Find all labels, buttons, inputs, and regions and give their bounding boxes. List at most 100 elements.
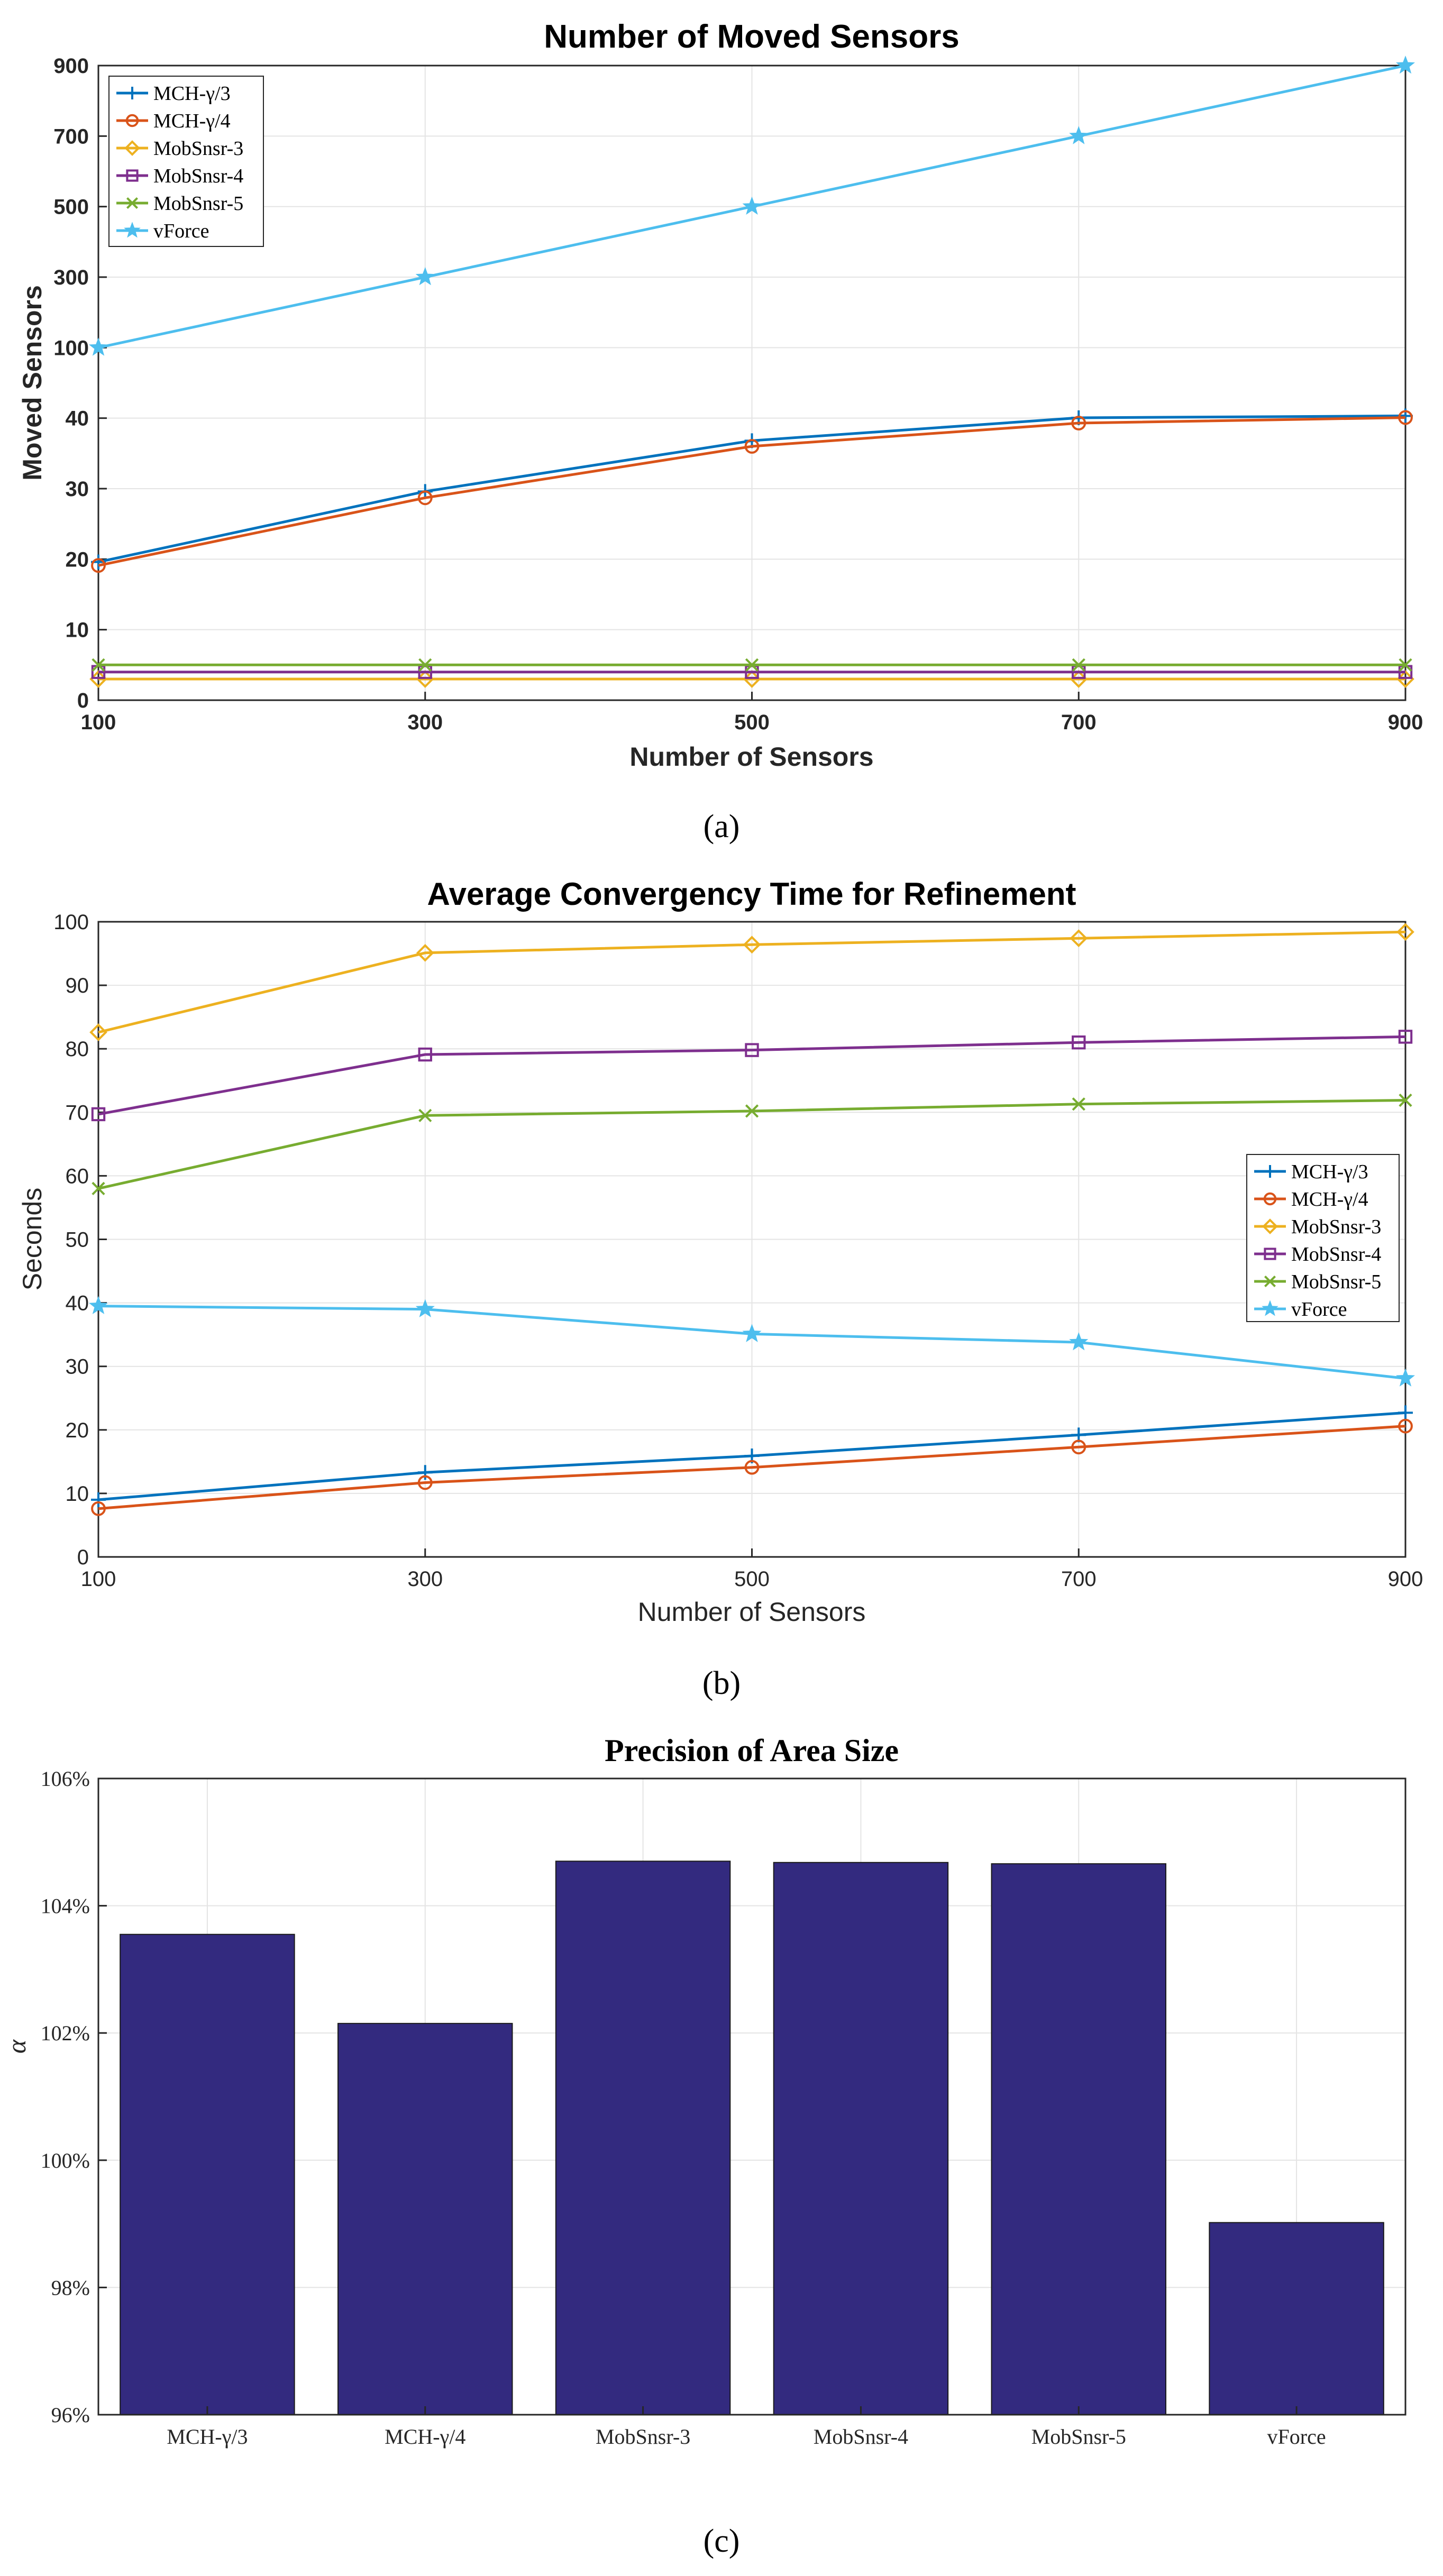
- chart-a-ytick-label: 900: [53, 54, 89, 78]
- data-point: [1396, 923, 1414, 941]
- legend-marker: [126, 197, 139, 209]
- chart-b-xlabel: Number of Sensors: [638, 1597, 866, 1627]
- chart-b-ytick-label: 80: [66, 1038, 89, 1061]
- series-4: [92, 1093, 1412, 1196]
- series-line: [98, 1035, 1406, 1116]
- chart-c-ytick-label: 106%: [41, 1767, 90, 1791]
- chart-c-bars: [120, 1860, 1384, 2416]
- data-point: [1398, 1405, 1413, 1420]
- data-point: [88, 1296, 108, 1314]
- chart-a-xtick-label: 900: [1388, 711, 1423, 734]
- chart-a-xtick-label: 300: [407, 711, 443, 734]
- data-point: [1069, 1332, 1089, 1351]
- data-point: [91, 558, 106, 573]
- chart-b-ytick-label: 90: [66, 974, 89, 997]
- chart-a-ylabel: Moved Sensors: [17, 285, 47, 481]
- data-point: [1399, 1093, 1412, 1107]
- chart-c-title: Precision of Area Size: [605, 1733, 899, 1768]
- chart-a-ytick-label: 0: [77, 689, 89, 712]
- chart-b-xtick-label: 100: [81, 1567, 116, 1591]
- legend-item: vForce: [1254, 1298, 1347, 1321]
- legend-box: [108, 76, 264, 247]
- bar: [337, 2023, 513, 2415]
- bar: [991, 1863, 1166, 2415]
- legend-label: MobSnsr-5: [1291, 1271, 1381, 1293]
- chart-c-ytick-label: 100%: [41, 2149, 90, 2172]
- chart-a-ytick-label: 100: [53, 336, 89, 360]
- chart-b-ytick-label: 70: [66, 1101, 89, 1124]
- chart-b-ytick-label: 30: [66, 1355, 89, 1379]
- legend-marker: [1263, 1192, 1277, 1206]
- chart-a-series: [88, 56, 1415, 688]
- bar: [1209, 2222, 1384, 2415]
- data-point: [91, 1501, 106, 1516]
- chart-b-xtick-label: 700: [1061, 1567, 1097, 1591]
- series-0: [91, 1405, 1413, 1507]
- chart-b-title: Average Convergency Time for Refinement: [427, 876, 1076, 912]
- data-point: [417, 1465, 433, 1480]
- chart-c-ytick-label: 96%: [51, 2403, 90, 2427]
- chart-a-ytick-label: 20: [66, 548, 89, 571]
- chart-a-tick-labels: 100 300 500 700 900 0 10 20 30 40 100 300 500 700 900: [53, 54, 1423, 734]
- chart-b-ytick-label: 100: [53, 911, 89, 934]
- legend-marker: [126, 87, 139, 99]
- data-point: [1071, 416, 1086, 430]
- chart-a-ytick-label: 700: [53, 125, 89, 148]
- data-point: [88, 337, 108, 356]
- legend-box: [1246, 1154, 1400, 1322]
- bar: [555, 1860, 731, 2415]
- data-point: [92, 1181, 105, 1196]
- data-point: [745, 1104, 759, 1118]
- legend-marker: [124, 222, 141, 238]
- legend-marker: [1262, 1300, 1278, 1316]
- chart-a-ytick-label: 30: [66, 478, 89, 501]
- chart-b-series: [88, 923, 1415, 1516]
- data-point: [417, 490, 433, 506]
- legend-label: MCH-γ/4: [1291, 1188, 1368, 1211]
- legend-marker: [1264, 1248, 1276, 1260]
- bar: [773, 1862, 949, 2415]
- legend-item: MCH-γ/3: [1254, 1161, 1368, 1183]
- data-point: [745, 658, 759, 672]
- bar: [120, 1933, 295, 2416]
- legend-item: MobSnsr-5: [1254, 1271, 1381, 1293]
- data-point: [1071, 1440, 1086, 1455]
- data-point: [1399, 658, 1412, 672]
- chart-a-caption: (a): [704, 809, 740, 845]
- chart-c-category-label: MCH-γ/3: [167, 2425, 248, 2449]
- data-point: [1395, 1368, 1415, 1387]
- series-5: [88, 1296, 1415, 1387]
- chart-a-title: Number of Moved Sensors: [544, 19, 959, 55]
- chart-c-category-label: MCH-γ/4: [385, 2425, 465, 2449]
- data-point: [742, 196, 762, 215]
- data-point: [1072, 1097, 1085, 1111]
- chart-a-xtick-label: 100: [81, 711, 116, 734]
- chart-b-ytick-label: 20: [66, 1419, 89, 1442]
- legend-item: MCH-γ/4: [116, 110, 231, 132]
- legend-label: vForce: [1291, 1298, 1347, 1321]
- data-point: [415, 267, 435, 286]
- chart-c: 96% 98% 100% 102% 104% 106% MCH-γ/3 MCH-γ/4 MobS…: [2, 1733, 1407, 2559]
- chart-c-axes-box: [97, 1777, 1407, 2416]
- chart-b-grid: [98, 922, 1405, 1557]
- chart-a-xtick-label: 500: [734, 711, 770, 734]
- chart-c-category-label: vForce: [1267, 2425, 1326, 2449]
- legend-label: MobSnsr-4: [153, 165, 243, 187]
- data-point: [1398, 1030, 1413, 1044]
- chart-b-ytick-label: 60: [66, 1165, 89, 1188]
- legend-item: MobSnsr-3: [1254, 1216, 1381, 1238]
- chart-a-ytick-label: 40: [66, 407, 89, 430]
- legend-item: MobSnsr-3: [116, 137, 243, 160]
- legend-marker: [126, 169, 139, 182]
- legend-marker: [1264, 1275, 1276, 1288]
- legend-label: MobSnsr-3: [153, 137, 243, 160]
- legend-marker: [124, 140, 140, 156]
- chart-a-ytick-label: 500: [53, 196, 89, 219]
- data-point: [89, 1023, 107, 1041]
- series-4: [92, 658, 1412, 672]
- data-point: [743, 936, 761, 954]
- legend-item: MCH-γ/4: [1254, 1188, 1368, 1211]
- series-2: [89, 923, 1414, 1041]
- chart-c-ytick-label: 104%: [41, 1894, 90, 1918]
- legend-label: MobSnsr-5: [153, 192, 243, 215]
